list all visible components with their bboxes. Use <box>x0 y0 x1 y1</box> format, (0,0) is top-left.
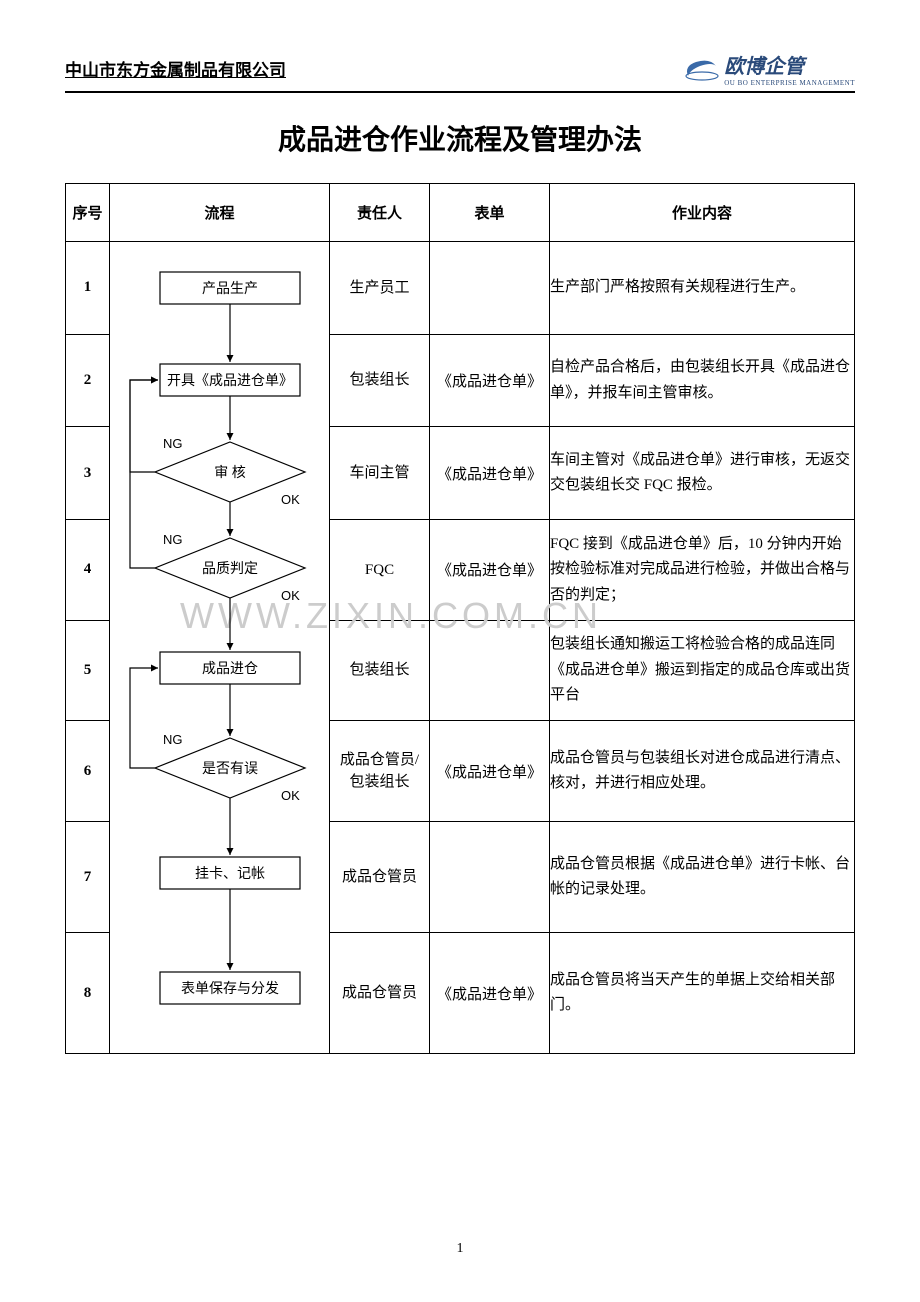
svg-text:审 核: 审 核 <box>214 465 246 481</box>
logo: 欧博企管 OU BO ENTERPRISE MANAGEMENT <box>682 50 855 87</box>
svg-text:品质判定: 品质判定 <box>202 561 258 577</box>
responsible-cell: 成品仓管员 <box>330 933 430 1054</box>
svg-text:NG: NG <box>163 732 183 747</box>
flowchart-svg: 产品生产开具《成品进仓单》审 核 NG OK 品质判定 NG OK 成品进仓是否有误 NG OK… <box>110 242 328 1048</box>
responsible-cell: 生产员工 <box>330 242 430 335</box>
form-cell: 《成品进仓单》 <box>430 427 550 520</box>
col-resp: 责任人 <box>330 184 430 242</box>
svg-text:OK: OK <box>281 588 300 603</box>
form-cell: 《成品进仓单》 <box>430 721 550 822</box>
work-cell: 成品仓管员将当天产生的单据上交给相关部门。 <box>550 933 855 1054</box>
responsible-cell: 成品仓管员 <box>330 822 430 933</box>
form-cell: 《成品进仓单》 <box>430 334 550 427</box>
svg-text:是否有误: 是否有误 <box>202 761 258 777</box>
col-work: 作业内容 <box>550 184 855 242</box>
logo-icon <box>682 54 720 84</box>
seq-cell: 6 <box>66 721 110 822</box>
form-cell: 《成品进仓单》 <box>430 520 550 621</box>
work-cell: FQC 接到《成品进仓单》后，10 分钟内开始按检验标准对完成品进行检验，并做出… <box>550 520 855 621</box>
responsible-cell: 成品仓管员/包装组长 <box>330 721 430 822</box>
form-cell: 《成品进仓单》 <box>430 933 550 1054</box>
svg-text:挂卡、记帐: 挂卡、记帐 <box>195 866 265 882</box>
logo-text: 欧博企管 <box>724 50 855 79</box>
responsible-cell: FQC <box>330 520 430 621</box>
svg-text:OK: OK <box>281 492 300 507</box>
work-cell: 成品仓管员与包装组长对进仓成品进行清点、核对，并进行相应处理。 <box>550 721 855 822</box>
page-number: 1 <box>457 1241 464 1257</box>
svg-text:开具《成品进仓单》: 开具《成品进仓单》 <box>167 373 293 389</box>
flowchart-cell: 产品生产开具《成品进仓单》审 核 NG OK 品质判定 NG OK 成品进仓是否有误 NG OK… <box>110 242 330 1054</box>
seq-cell: 4 <box>66 520 110 621</box>
logo-subtext: OU BO ENTERPRISE MANAGEMENT <box>724 79 855 87</box>
seq-cell: 2 <box>66 334 110 427</box>
svg-text:产品生产: 产品生产 <box>202 281 258 297</box>
table-row: 1产品生产开具《成品进仓单》审 核NGOK品质判定NGOK成品进仓是否有误NGO… <box>66 242 855 335</box>
seq-cell: 8 <box>66 933 110 1054</box>
svg-text:OK: OK <box>281 788 300 803</box>
header: 中山市东方金属制品有限公司 欧博企管 OU BO ENTERPRISE MANA… <box>65 50 855 93</box>
seq-cell: 5 <box>66 620 110 721</box>
main-table: 序号 流程 责任人 表单 作业内容 1 产品生产开具《成品进仓单》审 核 NG OK 品… <box>65 183 855 1054</box>
form-cell <box>430 822 550 933</box>
work-cell: 生产部门严格按照有关规程进行生产。 <box>550 242 855 335</box>
col-flow: 流程 <box>110 184 330 242</box>
seq-cell: 7 <box>66 822 110 933</box>
svg-text:NG: NG <box>163 532 183 547</box>
work-cell: 成品仓管员根据《成品进仓单》进行卡帐、台帐的记录处理。 <box>550 822 855 933</box>
seq-cell: 1 <box>66 242 110 335</box>
form-cell <box>430 620 550 721</box>
company-name: 中山市东方金属制品有限公司 <box>65 56 286 81</box>
work-cell: 自检产品合格后，由包装组长开具《成品进仓单》，并报车间主管审核。 <box>550 334 855 427</box>
col-seq: 序号 <box>66 184 110 242</box>
table-header-row: 序号 流程 责任人 表单 作业内容 <box>66 184 855 242</box>
svg-text:表单保存与分发: 表单保存与分发 <box>181 981 279 997</box>
work-cell: 车间主管对《成品进仓单》进行审核，无返交交包装组长交 FQC 报检。 <box>550 427 855 520</box>
work-cell: 包装组长通知搬运工将检验合格的成品连同《成品进仓单》搬运到指定的成品仓库或出货平… <box>550 620 855 721</box>
responsible-cell: 包装组长 <box>330 620 430 721</box>
svg-text:成品进仓: 成品进仓 <box>202 661 258 677</box>
svg-text:NG: NG <box>163 436 183 451</box>
form-cell <box>430 242 550 335</box>
responsible-cell: 包装组长 <box>330 334 430 427</box>
responsible-cell: 车间主管 <box>330 427 430 520</box>
document-title: 成品进仓作业流程及管理办法 <box>65 118 855 158</box>
seq-cell: 3 <box>66 427 110 520</box>
col-form: 表单 <box>430 184 550 242</box>
